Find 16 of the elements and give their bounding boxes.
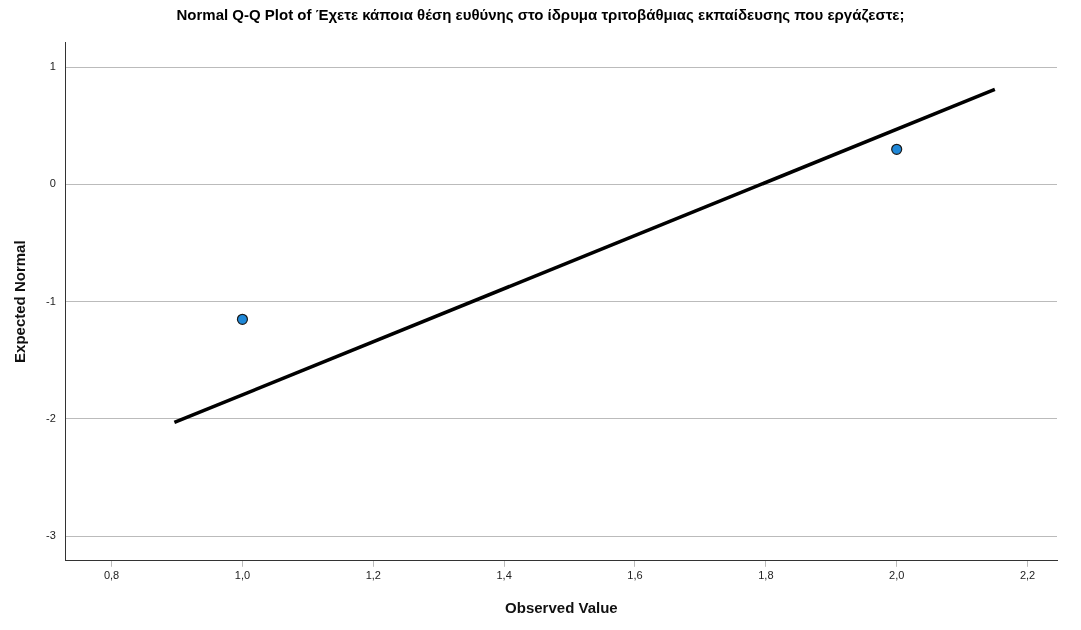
x-tick-label: 1,8 — [758, 569, 774, 582]
x-tick-label: 0,8 — [103, 569, 120, 582]
x-axis-title: Observed Value — [505, 599, 618, 617]
x-tick-label: 1,4 — [496, 569, 512, 582]
y-tick-label: -3 — [46, 529, 56, 542]
y-axis-title: Expected Normal — [11, 240, 29, 363]
chart-title: Normal Q-Q Plot of Έχετε κάποια θέση ευθύνης στο ίδρυμα τριτοβάθμιας εκπαίδευσης που εργάζεστε; — [175, 6, 906, 23]
y-tick-label: -2 — [46, 411, 56, 424]
y-tick-label: 1 — [49, 60, 56, 73]
x-tick-label: 2,2 — [1019, 569, 1036, 582]
x-tick-label: 1,0 — [234, 569, 251, 582]
y-tick-label: -1 — [46, 294, 56, 307]
x-tick-label: 1,6 — [627, 569, 643, 582]
y-tick-label: 0 — [49, 177, 56, 190]
x-tick-label: 1,2 — [365, 569, 381, 582]
x-tick-label: 2,0 — [889, 569, 905, 582]
